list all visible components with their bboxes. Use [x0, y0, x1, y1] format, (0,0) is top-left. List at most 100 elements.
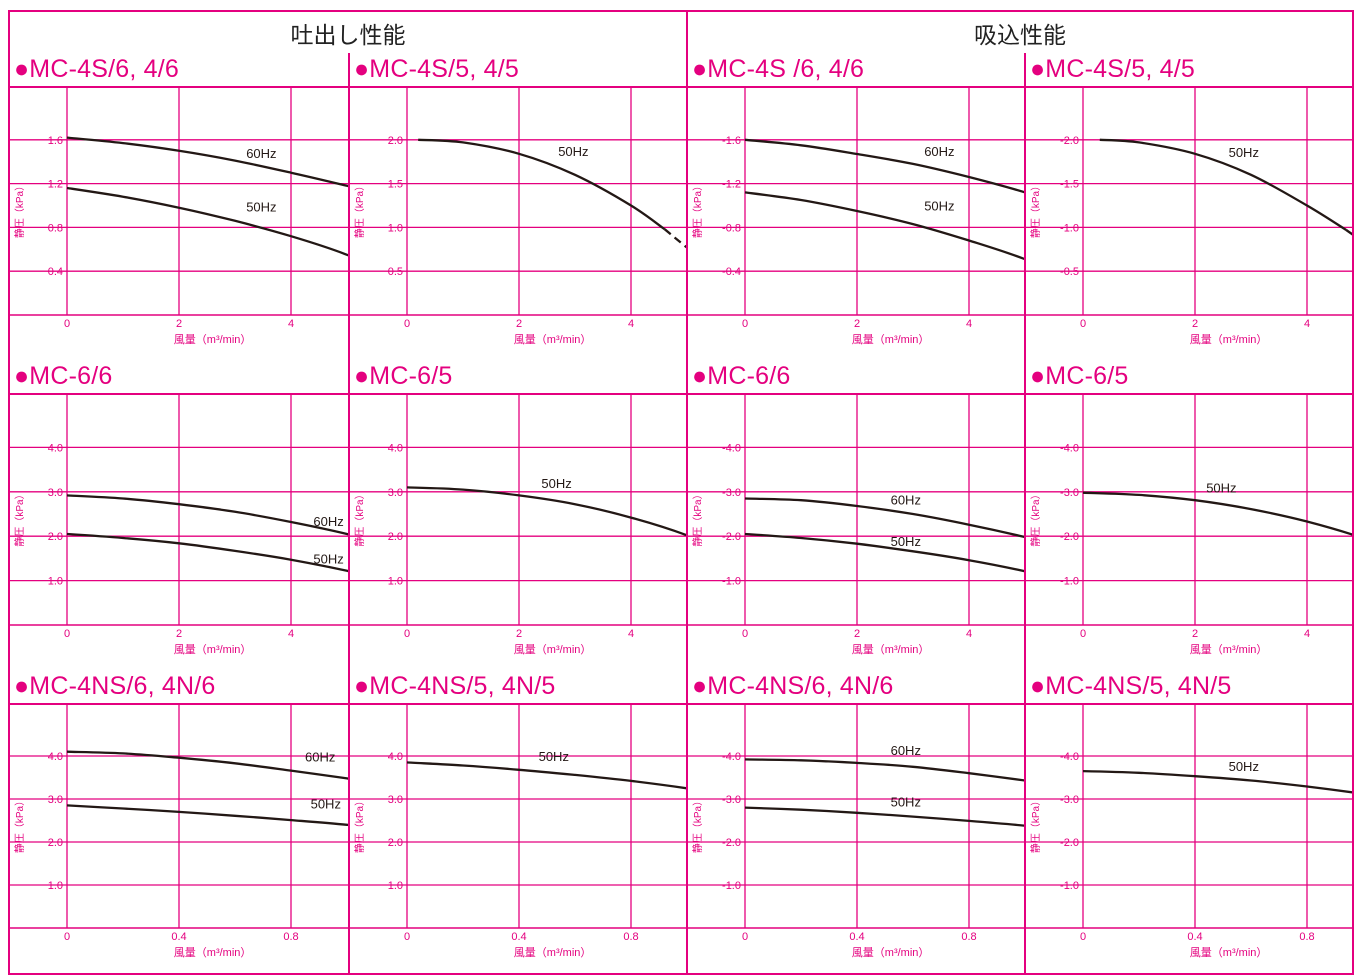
x-axis-label: 風量（m³/min）: [1190, 333, 1268, 346]
series-line-dashed-50Hz: [1345, 229, 1352, 236]
x-tick-label: 2: [176, 628, 182, 640]
y-tick-label: 0.5: [388, 266, 403, 278]
series-line-50Hz: [1082, 491, 1352, 536]
x-tick-label: 0: [404, 628, 410, 640]
y-tick-label: 1.5: [388, 179, 403, 191]
y-axis-label: 静圧（kPa）: [691, 489, 704, 546]
series-label: 50Hz: [541, 476, 571, 491]
y-tick-label: 3.0: [48, 487, 63, 499]
chart-svg: 1.0 2.0 3.0 4.0 0 0.4 0.8 風量（m³/min） 静圧（kPa） 50Hz: [350, 705, 686, 959]
y-tick-label: 4.0: [48, 442, 63, 454]
chart-svg: 1.0 2.0 3.0 4.0 0 2 4 風量（m³/min） 静圧（kPa） 60Hz 50Hz: [10, 395, 348, 656]
series-line-50Hz: [66, 186, 348, 257]
y-tick-label: -3.0: [1060, 487, 1079, 499]
y-axis-label: 静圧（kPa）: [1029, 181, 1042, 238]
x-tick-label: 0.4: [849, 931, 864, 943]
series-label: 50Hz: [246, 200, 276, 215]
x-tick-label: 0.8: [961, 931, 976, 943]
series-label: 60Hz: [891, 493, 921, 508]
y-tick-label: 1.2: [48, 179, 63, 191]
y-tick-label: -1.0: [1060, 576, 1079, 588]
y-axis-label: 静圧（kPa）: [691, 181, 704, 238]
x-tick-label: 4: [966, 318, 972, 330]
x-axis-label: 風量（m³/min）: [514, 946, 592, 959]
y-tick-label: 2.0: [48, 837, 63, 849]
y-tick-label: -2.0: [1060, 531, 1079, 543]
chart-title: ●MC-4S /6, 4/6: [688, 53, 1024, 88]
x-axis-label: 風量（m³/min）: [514, 333, 592, 346]
chart-svg: -1.0 -2.0 -3.0 -4.0 0 2 4 風量（m³/min） 静圧（kPa） 50Hz: [1026, 395, 1352, 656]
x-axis-label: 風量（m³/min）: [1190, 946, 1268, 959]
x-tick-label: 4: [1304, 318, 1310, 330]
y-axis-label: 静圧（kPa）: [13, 796, 26, 853]
discharge-header: 吐出し性能: [8, 10, 688, 55]
series-label: 50Hz: [539, 749, 569, 764]
y-tick-label: 3.0: [48, 794, 63, 806]
chart-svg: 1.0 2.0 3.0 4.0 0 2 4 風量（m³/min） 静圧（kPa） 50Hz: [350, 395, 686, 656]
y-tick-label: 2.0: [388, 135, 403, 147]
y-tick-label: -3.0: [722, 487, 741, 499]
series-label: 50Hz: [311, 797, 341, 812]
chart-panel: ●MC-6/6 1.0 2.0 3.0 4.0 0 2 4 風量（m³/min） 静圧（kPa） 6…: [8, 360, 350, 672]
y-tick-label: -3.0: [1060, 794, 1079, 806]
x-axis-label: 風量（m³/min）: [174, 946, 252, 959]
series-label: 60Hz: [313, 514, 343, 529]
series-label: 60Hz: [891, 743, 921, 758]
chart-panel: ●MC-4NS/6, 4N/6 1.0 2.0 3.0 4.0 0 0.4 0.8 風量（m³/…: [8, 670, 350, 975]
y-tick-label: 0.8: [48, 222, 63, 234]
series-line-60Hz: [744, 138, 1024, 194]
chart-svg: -1.0 -2.0 -3.0 -4.0 0 2 4 風量（m³/min） 静圧（kPa） 60Hz…: [688, 395, 1024, 656]
x-axis-label: 風量（m³/min）: [174, 643, 252, 656]
y-tick-label: -1.0: [722, 880, 741, 892]
x-tick-label: 0: [64, 318, 70, 330]
chart-svg: 0.5 1.0 1.5 2.0 0 2 4 風量（m³/min） 静圧（kPa） 50Hz: [350, 88, 686, 346]
y-tick-label: -0.5: [1060, 266, 1079, 278]
y-tick-label: -1.6: [722, 135, 741, 147]
x-tick-label: 2: [1192, 628, 1198, 640]
series-line-60Hz: [744, 497, 1024, 539]
series-label: 50Hz: [1229, 759, 1259, 774]
x-tick-label: 0: [64, 931, 70, 943]
chart-title: ●MC-6/6: [10, 360, 348, 395]
series-label: 60Hz: [305, 749, 335, 764]
x-axis-label: 風量（m³/min）: [514, 643, 592, 656]
series-label: 50Hz: [1229, 145, 1259, 160]
x-tick-label: 4: [966, 628, 972, 640]
y-tick-label: -2.0: [1060, 135, 1079, 147]
chart-panel: ●MC-4NS/5, 4N/5 -1.0 -2.0 -3.0 -4.0 0 0.4 0.8 風量…: [1024, 670, 1354, 975]
x-axis-label: 風量（m³/min）: [174, 333, 252, 346]
series-label: 50Hz: [558, 144, 588, 159]
y-tick-label: -4.0: [722, 751, 741, 763]
series-label: 60Hz: [246, 146, 276, 161]
series-label: 50Hz: [924, 199, 954, 214]
y-axis-label: 静圧（kPa）: [13, 181, 26, 238]
y-tick-label: 1.0: [48, 576, 63, 588]
y-tick-label: -2.0: [722, 531, 741, 543]
x-tick-label: 0: [1080, 318, 1086, 330]
y-tick-label: 1.6: [48, 135, 63, 147]
x-axis-label: 風量（m³/min）: [852, 946, 930, 959]
series-line-50Hz: [744, 806, 1024, 827]
y-tick-label: 3.0: [388, 794, 403, 806]
series-line-50Hz: [1099, 138, 1347, 231]
chart-title: ●MC-4S/6, 4/6: [10, 53, 348, 88]
y-tick-label: 2.0: [48, 531, 63, 543]
y-tick-label: -2.0: [1060, 837, 1079, 849]
chart-title: ●MC-4NS/5, 4N/5: [350, 670, 686, 705]
x-tick-label: 0: [742, 318, 748, 330]
x-tick-label: 0.4: [171, 931, 186, 943]
y-tick-label: 4.0: [388, 442, 403, 454]
y-tick-label: -4.0: [1060, 751, 1079, 763]
chart-panel: ●MC-4S/5, 4/5 0.5 1.0 1.5 2.0 0 2 4 風量（m³/min） 静圧…: [348, 53, 688, 362]
x-tick-label: 2: [516, 628, 522, 640]
y-tick-label: 1.0: [48, 880, 63, 892]
x-tick-label: 0.4: [511, 931, 526, 943]
series-label: 50Hz: [1206, 481, 1236, 496]
series-label: 50Hz: [313, 552, 343, 567]
x-tick-label: 4: [1304, 628, 1310, 640]
performance-table: 吐出し性能 吸込性能 ●MC-4S/6, 4/6 0.4 0.8 1.2 1.6 0 2 4 風…: [8, 10, 1354, 975]
x-tick-label: 0.8: [1299, 931, 1314, 943]
y-tick-label: 2.0: [388, 531, 403, 543]
y-tick-label: -1.0: [1060, 880, 1079, 892]
series-line-50Hz: [744, 532, 1024, 573]
